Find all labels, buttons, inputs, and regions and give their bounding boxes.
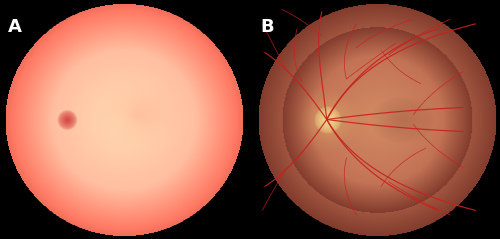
Text: B: B (260, 18, 274, 36)
Text: A: A (8, 18, 22, 36)
